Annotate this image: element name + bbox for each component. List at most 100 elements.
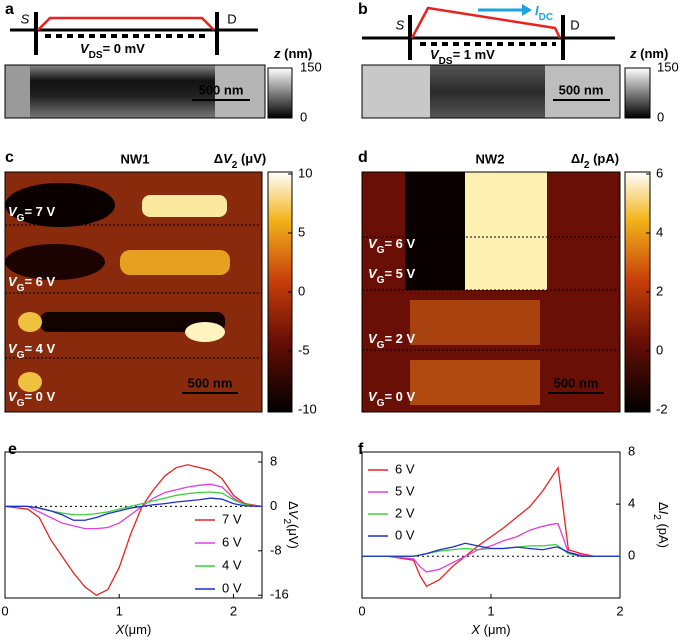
bias-label: VDS= 1 mV — [430, 47, 495, 67]
legend-label: 0 V — [222, 580, 242, 595]
colorbar-label: ΔI2 (pA) — [571, 151, 619, 171]
bias-label-part: V — [430, 47, 440, 62]
plot-frame-e — [4, 451, 263, 599]
y-tick-label: 8 — [628, 443, 635, 458]
panel-letter: c — [5, 149, 14, 166]
legend-label: 7 V — [222, 511, 242, 526]
gate-label-part: = 0 V — [24, 389, 55, 404]
x-tick-label: 2 — [230, 603, 237, 618]
x-tick-label: 1 — [487, 603, 494, 618]
gate-label-part: = 6 V — [24, 274, 55, 289]
x-axis-label-part: (μm) — [124, 622, 151, 637]
bias-label: VDS= 0 mV — [80, 41, 145, 61]
schematic-a — [10, 12, 258, 55]
y-axis-label-part: I — [656, 511, 671, 515]
scale-bar-label: 500 nm — [559, 82, 604, 97]
colorbar-label-part: V — [223, 151, 233, 166]
drain-label: D — [570, 17, 579, 32]
x-tick-label: 0 — [1, 603, 8, 618]
gate-label-part: V — [8, 389, 18, 404]
colorbar-label-part: I — [580, 151, 584, 166]
data-line — [362, 523, 620, 573]
panel-letter: f — [358, 441, 364, 458]
colorbar-label-part: (μV) — [237, 151, 266, 166]
colorbar-tick-label: 0 — [657, 109, 664, 124]
colorbar-label-part: (nm) — [281, 46, 313, 61]
legend-label: 2 V — [395, 505, 415, 520]
gate-label-part: = 6 V — [384, 236, 415, 251]
colorbar-tick-label: -5 — [298, 342, 310, 357]
colorbar-tick-label: 6 — [656, 165, 663, 180]
gate-label-part: = 4 V — [24, 341, 55, 356]
current-label-part: I — [535, 3, 539, 18]
data-line — [4, 464, 263, 596]
bias-label-part: V — [80, 41, 90, 56]
current-label: IDC — [535, 3, 553, 23]
gate-label-part: V — [8, 341, 18, 356]
panel-letter: a — [5, 1, 14, 18]
x-axis-label-part: X — [115, 622, 126, 637]
gate-label-part: G — [17, 283, 25, 294]
colorbar-label-part: 2 — [584, 160, 590, 171]
colorbar-label-part: z — [273, 46, 281, 61]
colorbar-label-part: (pA) — [589, 151, 619, 166]
x-axis-label-part: X — [470, 622, 481, 637]
y-axis-label: ΔV2(μV) — [281, 501, 301, 549]
gate-label: VG= 6 V — [8, 274, 55, 294]
colorbar-tick-label: -2 — [656, 401, 668, 416]
y-tick-label: 4 — [628, 496, 635, 511]
gate-label-part: G — [377, 398, 385, 409]
colorbar-tick-label: 5 — [298, 224, 305, 239]
gate-label-part: V — [368, 236, 378, 251]
data-line — [362, 542, 620, 557]
gate-label-part: V — [368, 389, 378, 404]
colorbar-label: z (nm) — [629, 46, 668, 61]
gate-label-part: G — [377, 245, 385, 256]
drain-label: D — [227, 11, 236, 26]
panel-letter: d — [358, 149, 368, 166]
gate-label-part: V — [368, 266, 378, 281]
y-tick-label: 0 — [270, 498, 277, 513]
colorbar-tick-label: 2 — [656, 283, 663, 298]
colorbar-label-part: z — [629, 46, 637, 61]
colorbar-label: ΔV2 (μV) — [214, 151, 266, 171]
legend-label: 4 V — [222, 557, 242, 572]
y-axis-label-part: (μV) — [286, 524, 301, 549]
panel-letter: e — [8, 441, 17, 458]
colorbar-tick-label: 150 — [657, 59, 679, 74]
source-label: S — [396, 17, 405, 32]
gate-label-part: V — [8, 274, 18, 289]
x-tick-label: 2 — [616, 603, 623, 618]
map-d — [361, 171, 651, 413]
legend-label: 6 V — [222, 534, 242, 549]
data-line — [5, 483, 263, 530]
gate-label-part: G — [377, 340, 385, 351]
bias-label-part: = 0 mV — [103, 41, 146, 56]
gate-label: VG= 6 V — [368, 236, 415, 256]
scale-bar-label: 500 nm — [188, 375, 233, 390]
x-axis-label: X (μm) — [470, 622, 510, 637]
colorbar-label: z (nm) — [273, 46, 312, 61]
gate-label-part: V — [368, 331, 378, 346]
colorbar-label-part: 2 — [232, 160, 238, 171]
colorbar-tick-label: 10 — [298, 165, 312, 180]
current-label-part: DC — [539, 12, 553, 23]
gate-label-part: G — [17, 350, 25, 361]
colorbar-label-part: (nm) — [637, 46, 669, 61]
data-line — [5, 491, 263, 516]
gate-label: VG= 4 V — [8, 341, 55, 361]
y-tick-label: 8 — [270, 453, 277, 468]
scale-bar-label: 500 nm — [554, 375, 599, 390]
y-tick-label: -8 — [270, 542, 282, 557]
gate-label: VG= 5 V — [368, 266, 415, 286]
colorbar-tick-label: 150 — [300, 59, 322, 74]
x-tick-label: 1 — [116, 603, 123, 618]
gate-label-part: V — [8, 204, 18, 219]
gate-label-part: G — [17, 398, 25, 409]
scale-bar-label: 500 nm — [199, 82, 244, 97]
source-label: S — [21, 11, 30, 26]
data-line — [5, 497, 263, 521]
map-c — [4, 171, 293, 413]
legend-label: 6 V — [395, 461, 415, 476]
